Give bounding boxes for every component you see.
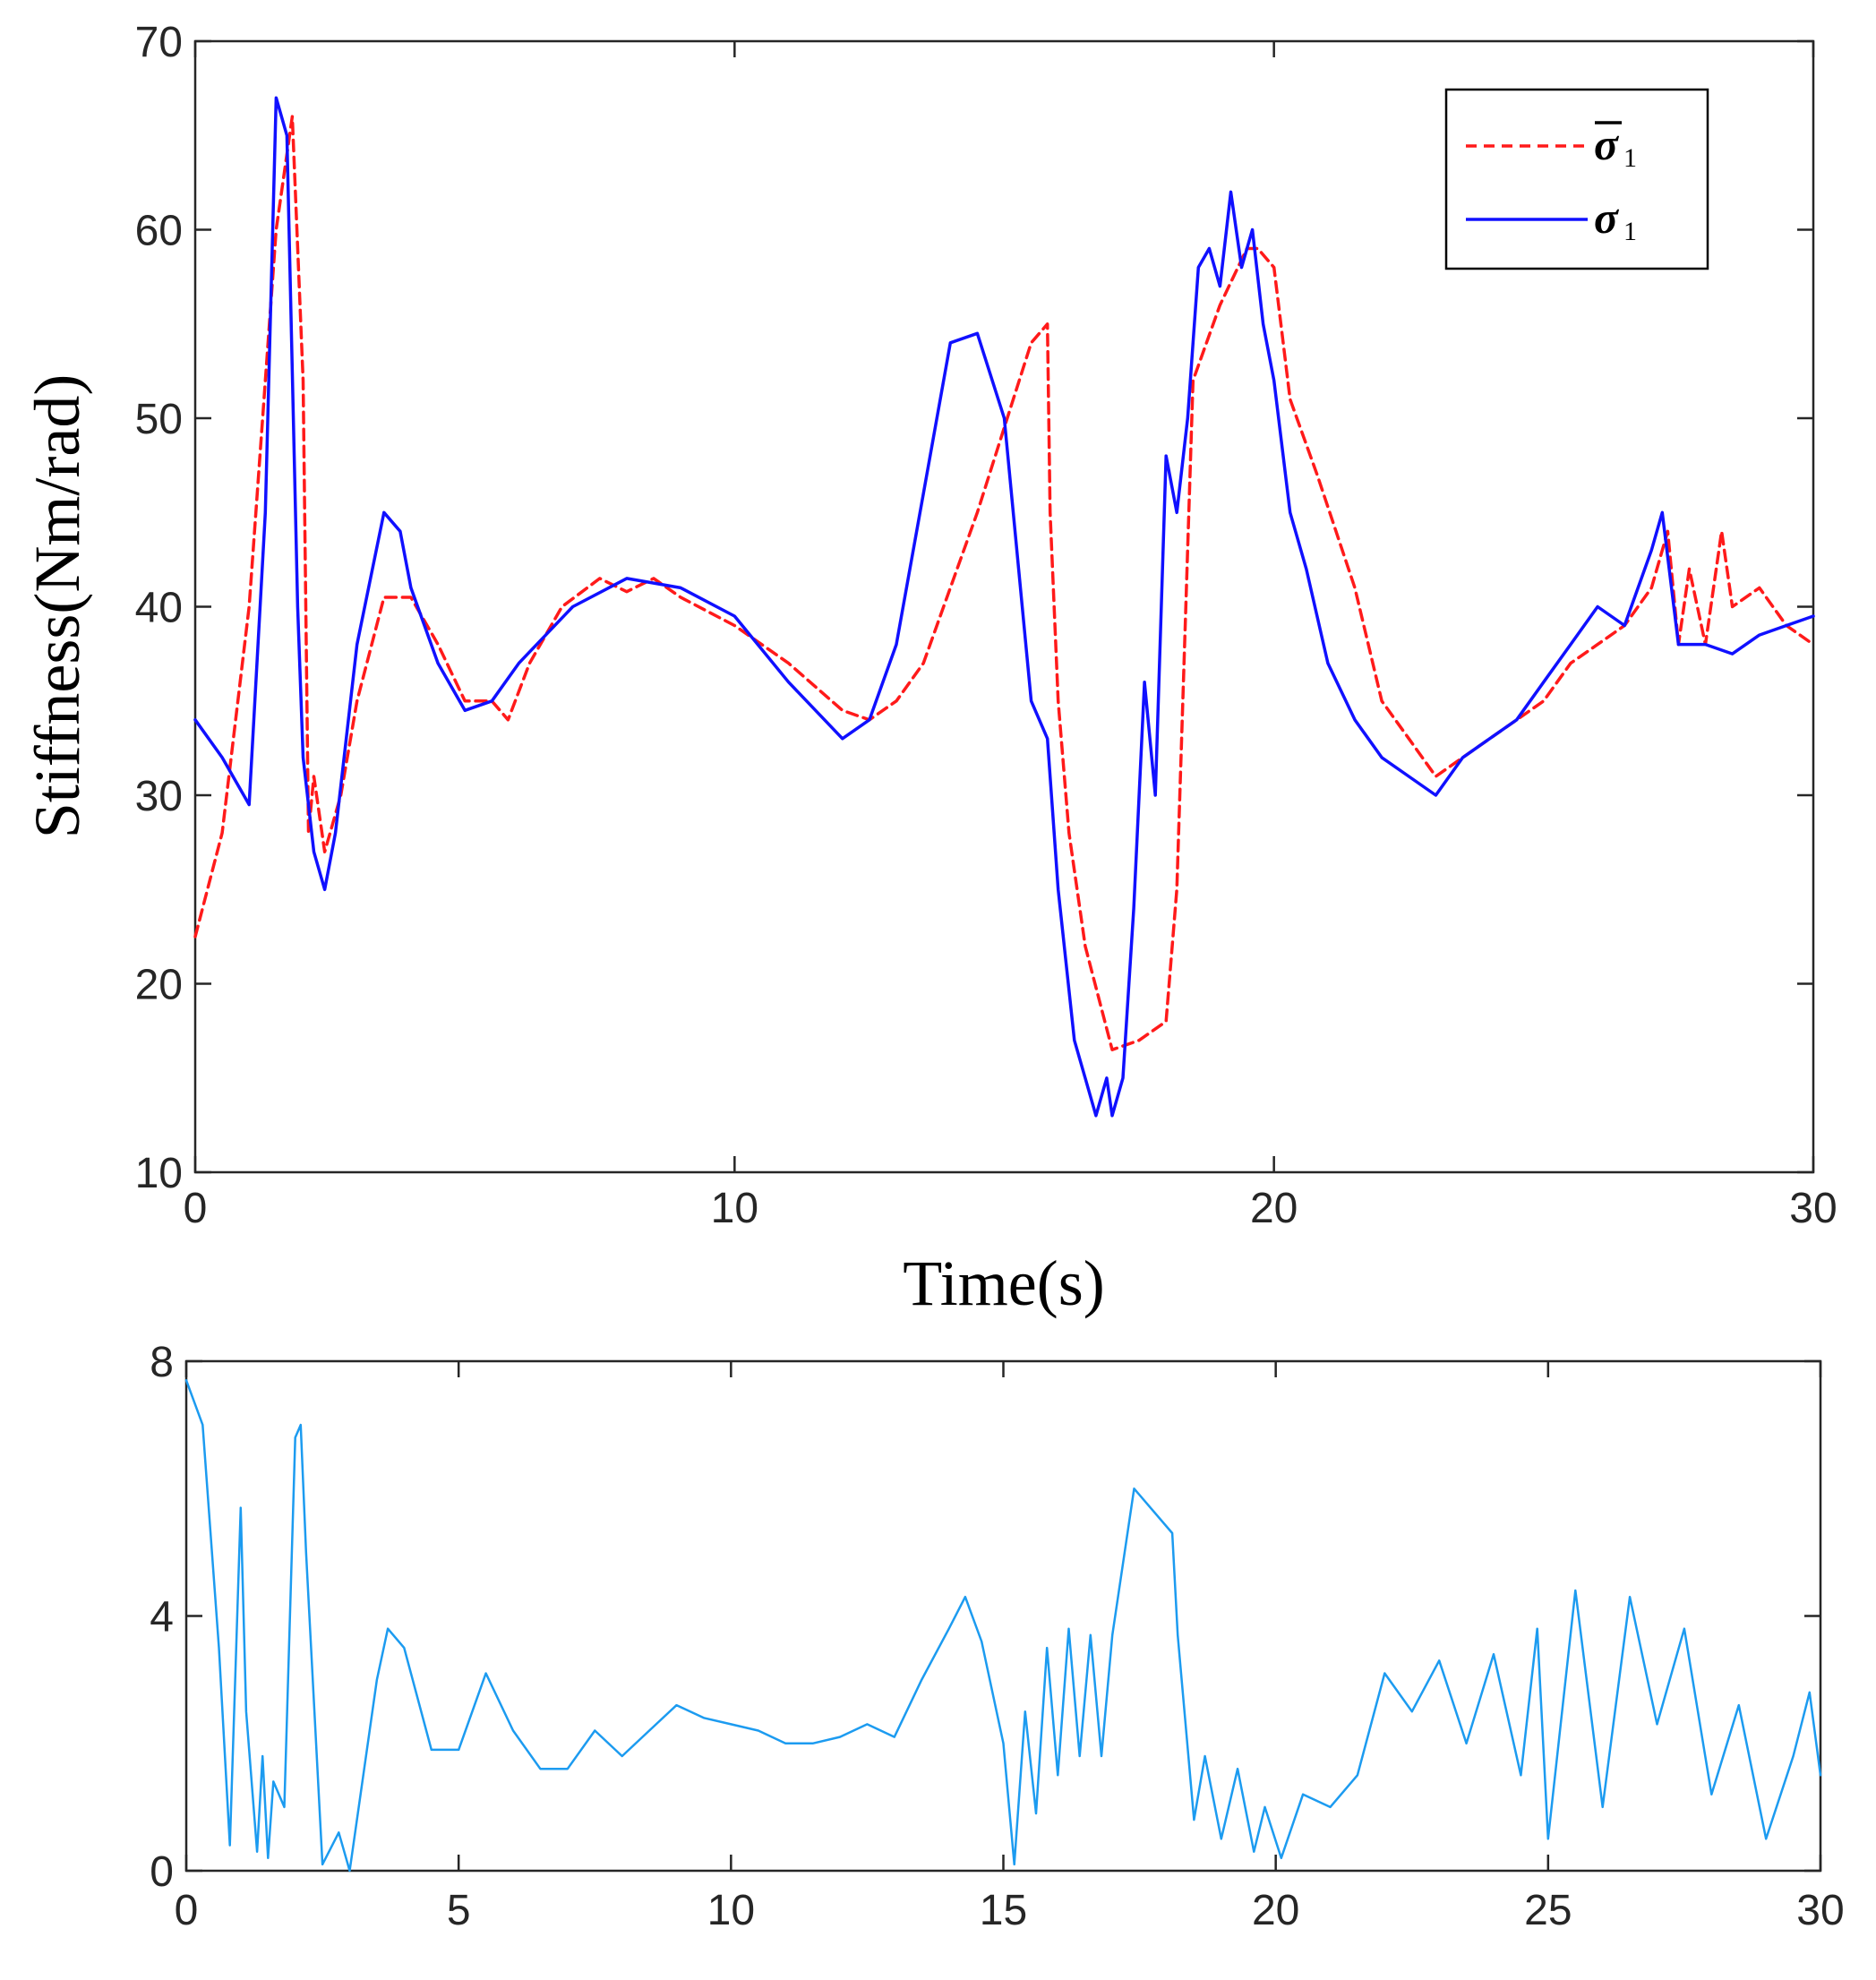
bottom-y-tick-label: 0 [150,1848,174,1896]
top-y-tick-label: 40 [135,585,183,632]
legend-sub-sigma-bar: 1 [1623,143,1637,173]
bottom-x-tick-label: 15 [980,1887,1027,1934]
top-series-line-0 [193,115,1815,1051]
bottom-x-tick-label: 10 [707,1887,755,1934]
bottom-x-tick-label: 25 [1524,1887,1572,1934]
top-x-tick-label: 10 [711,1185,758,1232]
top-series-line-1 [193,96,1815,1118]
top-series [193,96,1815,1118]
error-chart: 0 5 10 15 20 25 30 0 4 8 [150,1339,1844,1934]
legend-label-sigma-bar: σ [1594,119,1620,169]
top-y-tick-label: 50 [135,396,183,443]
bottom-y-tick-label: 8 [150,1339,174,1386]
bottom-ticks: 0 5 10 15 20 25 30 0 4 8 [150,1339,1844,1934]
top-y-tick-label: 60 [135,208,183,255]
legend-label-sigma: σ [1594,193,1620,243]
top-y-tick-label: 10 [135,1150,183,1197]
top-x-tick-label: 20 [1250,1185,1298,1232]
bottom-x-tick-label: 20 [1252,1887,1299,1934]
legend-sub-sigma: 1 [1623,217,1637,246]
bottom-y-tick-label: 4 [150,1594,174,1641]
top-y-tick-label: 20 [135,962,183,1009]
y-axis-title: Stiffness(Nm/rad) [21,374,93,839]
bottom-x-tick-label: 0 [175,1887,199,1934]
bottom-plot-frame [184,1359,1822,1873]
top-y-tick-label: 70 [135,19,183,66]
top-x-tick-label: 0 [184,1185,208,1232]
bottom-x-tick-label: 5 [447,1887,471,1934]
bottom-series [184,1379,1822,1873]
legend-box [1444,88,1709,270]
top-y-tick-label: 30 [135,773,183,820]
bottom-x-tick-label: 30 [1796,1887,1844,1934]
top-x-tick-label: 30 [1789,1185,1837,1232]
x-axis-title: Time(s) [903,1247,1104,1319]
bottom-series-line-0 [184,1379,1822,1873]
legend: σ 1 σ 1 [1444,88,1709,270]
